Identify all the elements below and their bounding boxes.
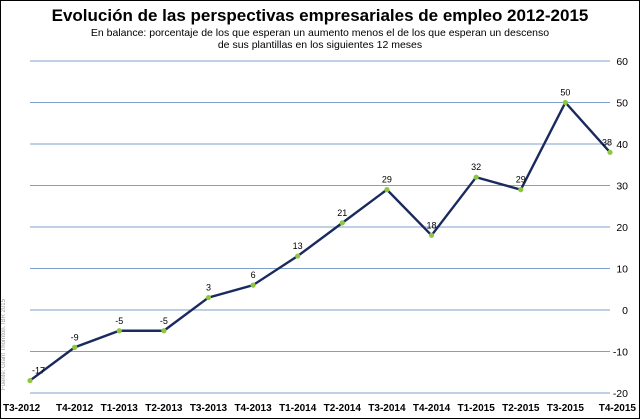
- x-tick-label: T1-2014: [279, 403, 317, 414]
- data-label: 38: [602, 137, 612, 147]
- data-label: 21: [337, 208, 347, 218]
- x-axis-ticks: T3-2012 T4-2012 T1-2013 T2-2013 T3-2013 T4-20…: [3, 403, 636, 414]
- x-tick-label: T2-2015: [502, 403, 540, 414]
- x-tick-label: T3-2015: [547, 403, 585, 414]
- data-point: [518, 187, 524, 193]
- x-tick-label: T2-2013: [145, 403, 183, 414]
- y-tick-label: 20: [616, 222, 628, 234]
- data-label: 29: [382, 175, 392, 185]
- data-point: [473, 174, 479, 180]
- series-line: [29, 100, 611, 382]
- y-tick-label: -10: [613, 347, 628, 359]
- data-point: [562, 99, 568, 106]
- x-tick-label: T1-2013: [101, 403, 139, 414]
- grid-lines: [30, 60, 610, 394]
- data-point: [384, 187, 390, 193]
- data-label: 3: [206, 283, 211, 293]
- y-tick-label: 0: [622, 305, 628, 317]
- x-tick-label: T2-2014: [324, 403, 362, 414]
- series-line-group: [29, 100, 611, 382]
- data-label: 18: [427, 220, 437, 230]
- x-tick-label: T4-2013: [234, 403, 272, 414]
- data-point: [250, 282, 256, 288]
- x-tick-label: T4-2014: [413, 403, 451, 414]
- data-point: [161, 328, 167, 334]
- data-point: [295, 253, 301, 259]
- data-label: -9: [71, 332, 79, 342]
- x-tick-label: T3-2014: [368, 403, 406, 414]
- data-labels: -17 -9 -5 -5 3 6 13 21 29 18 32 29 50 38: [32, 88, 612, 376]
- data-point: [27, 377, 33, 384]
- data-label: -5: [115, 316, 123, 326]
- x-tick-label: T3-2012: [3, 403, 41, 414]
- data-label: 6: [251, 270, 256, 280]
- y-tick-label: 50: [616, 98, 628, 110]
- data-point: [205, 294, 212, 301]
- chart-subtitle: En balance: porcentaje de los que espera…: [90, 27, 550, 51]
- data-points: [27, 99, 613, 384]
- y-tick-label: 10: [616, 264, 628, 276]
- y-tick-label: -20: [613, 388, 628, 400]
- data-point: [116, 328, 122, 334]
- data-point: [428, 232, 435, 238]
- data-point: [72, 344, 78, 350]
- data-label: 50: [560, 88, 570, 98]
- x-tick-label: T4-2015: [599, 403, 637, 414]
- x-tick-label: T1-2015: [458, 403, 496, 414]
- data-point: [607, 149, 613, 155]
- y-tick-label: 60: [616, 56, 628, 68]
- y-tick-label: 30: [616, 181, 628, 193]
- data-point: [339, 220, 345, 226]
- y-tick-label: 40: [616, 139, 628, 151]
- x-tick-label: T4-2012: [56, 403, 94, 414]
- data-label: -17: [32, 366, 45, 376]
- data-label: -5: [160, 316, 168, 326]
- data-label: 32: [471, 162, 481, 172]
- x-tick-label: T3-2013: [190, 403, 228, 414]
- y-axis-ticks: 60 50 40 30 20 10 0 -10 -20: [613, 56, 628, 400]
- chart-title: Evolución de las perspectivas empresaria…: [51, 6, 589, 25]
- data-label: 13: [293, 241, 303, 251]
- data-label: 29: [516, 175, 526, 185]
